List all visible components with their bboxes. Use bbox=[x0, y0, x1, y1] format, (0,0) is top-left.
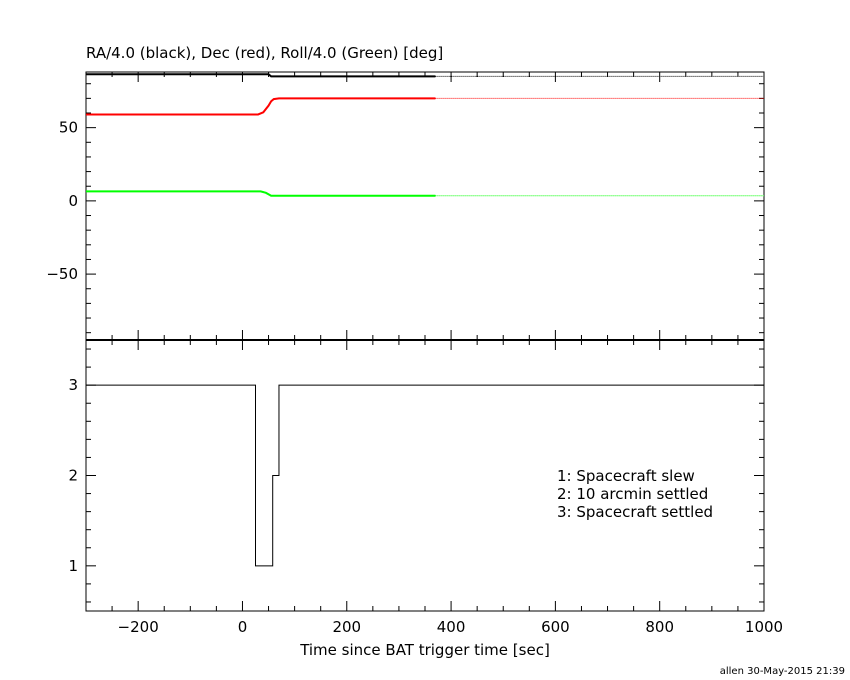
x-tick-label: 800 bbox=[645, 618, 674, 636]
series-2-1-step bbox=[86, 384, 764, 567]
y-tick-label: 2 bbox=[68, 467, 78, 485]
annotation-10-arcmin: 2: 10 arcmin settled bbox=[557, 485, 708, 503]
x-tick-label: 1000 bbox=[745, 618, 783, 636]
footer-stamp: allen 30-May-2015 21:39 bbox=[720, 666, 845, 677]
legend-annotations: 1: Spacecraft slew 2: 10 arcmin settled … bbox=[557, 467, 713, 521]
y-tick-label: −50 bbox=[46, 265, 78, 283]
annotation-slew: 1: Spacecraft slew bbox=[557, 467, 695, 485]
x-tick-label: −200 bbox=[118, 618, 159, 636]
y-tick-label: 3 bbox=[68, 376, 78, 394]
panel-1-frame bbox=[85, 71, 765, 341]
x-tick-label: 400 bbox=[437, 618, 466, 636]
chart-title: RA/4.0 (black), Dec (red), Roll/4.0 (Gre… bbox=[86, 44, 443, 62]
y-tick-label: 50 bbox=[59, 119, 78, 137]
series-1-3-line bbox=[86, 190, 436, 197]
x-axis-label: Time since BAT trigger time [sec] bbox=[299, 641, 550, 659]
x-tick-label: 200 bbox=[332, 618, 361, 636]
annotation-settled: 3: Spacecraft settled bbox=[557, 503, 713, 521]
x-tick-label: 0 bbox=[238, 618, 248, 636]
x-tick-label: 600 bbox=[541, 618, 570, 636]
series-1-2-line bbox=[86, 97, 436, 116]
y-tick-label: 1 bbox=[68, 557, 78, 575]
series-1-1-line bbox=[86, 73, 436, 78]
y-tick-label: 0 bbox=[68, 192, 78, 210]
